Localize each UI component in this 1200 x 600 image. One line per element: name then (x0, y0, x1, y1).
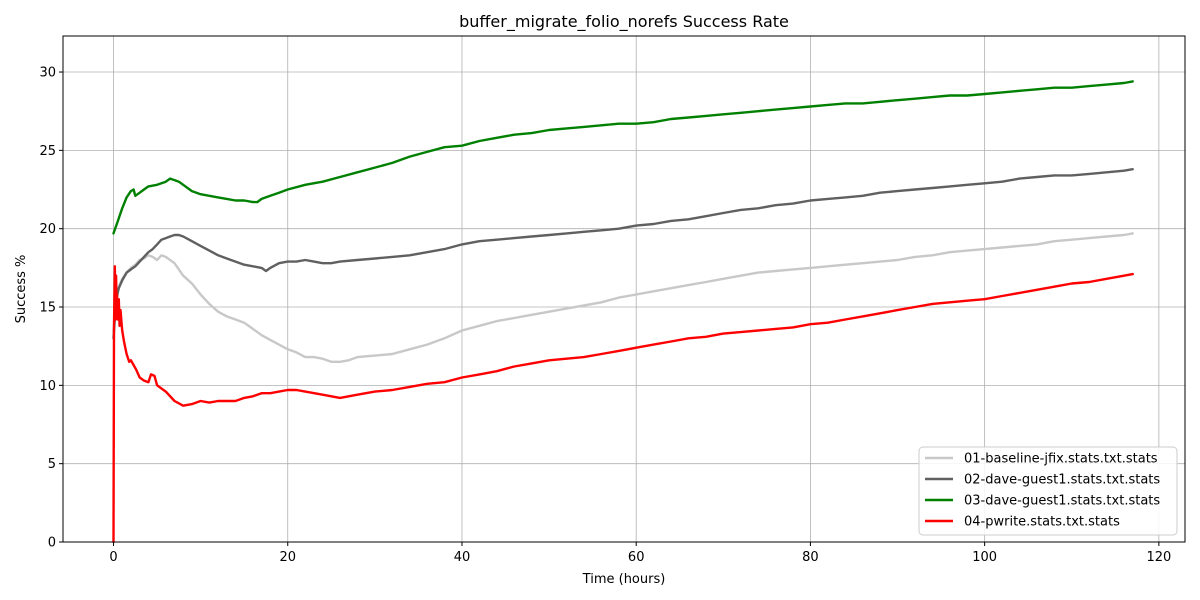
legend-box (918, 446, 1178, 536)
x-tick-label: 100 (972, 550, 997, 565)
series-line-2 (112, 168, 1134, 340)
chart-title: buffer_migrate_folio_norefs Success Rate (459, 12, 789, 32)
x-tick-label: 120 (1146, 550, 1171, 565)
legend: 01-baseline-jfix.stats.txt.stats 02-dave-… (918, 446, 1178, 536)
legend-label-1: 01-baseline-jfix.stats.txt.stats (964, 452, 1158, 467)
x-axis-ticks: 0 20 40 60 80 100 120 (109, 542, 1171, 565)
y-axis-label: Success % (14, 255, 29, 324)
legend-label-2: 02-dave-guest1.stats.txt.stats (964, 473, 1160, 488)
x-tick-label: 0 (109, 550, 117, 565)
x-tick-label: 20 (279, 550, 296, 565)
x-tick-label: 40 (454, 550, 471, 565)
y-tick-label: 20 (39, 222, 56, 237)
y-tick-label: 30 (39, 66, 56, 81)
y-tick-label: 10 (39, 379, 56, 394)
y-axis-ticks: 0 5 10 15 20 25 30 (39, 66, 63, 551)
y-tick-label: 0 (48, 536, 56, 551)
plot-frame (62, 35, 1186, 543)
y-tick-label: 5 (48, 457, 56, 472)
legend-label-4: 04-pwrite.stats.txt.stats (964, 515, 1120, 530)
x-axis-label: Time (hours) (582, 572, 666, 587)
y-tick-label: 25 (39, 144, 56, 159)
y-tick-label: 15 (39, 301, 56, 316)
series-line-4 (112, 265, 1134, 544)
legend-label-3: 03-dave-guest1.stats.txt.stats (964, 494, 1160, 509)
x-tick-label: 80 (802, 550, 819, 565)
series-lines (112, 80, 1134, 544)
x-tick-label: 60 (628, 550, 645, 565)
series-line-3 (112, 80, 1134, 235)
series-line-1 (112, 232, 1134, 363)
